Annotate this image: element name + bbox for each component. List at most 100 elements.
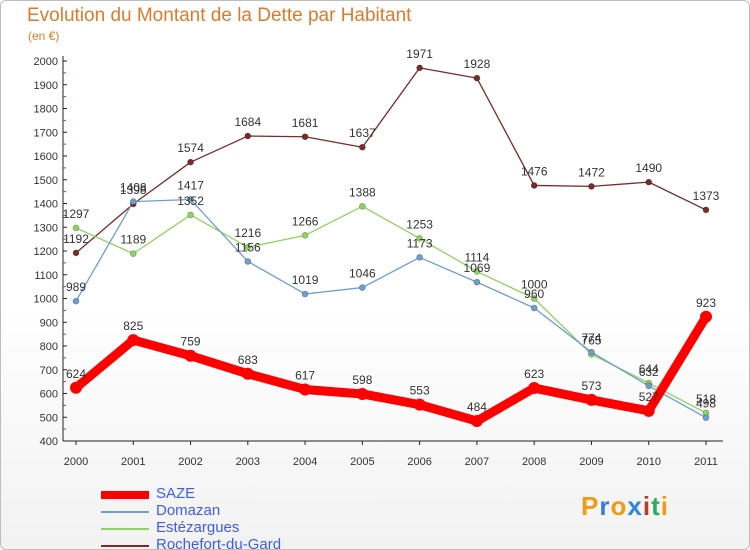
data-label: 484 [467,400,487,414]
data-point [700,310,712,323]
data-label: 1928 [464,57,491,71]
x-tick-label: 2006 [407,456,431,468]
legend-swatch [101,491,149,499]
data-point [244,132,252,140]
data-label: 573 [581,379,601,393]
data-point [702,414,710,422]
y-tick-label: 800 [40,341,58,353]
data-point [645,178,653,186]
data-point [473,74,481,82]
data-label: 1114 [464,250,489,264]
data-label: 598 [352,373,372,387]
x-tick-label: 2004 [293,456,317,468]
x-tick-label: 2000 [64,456,88,468]
y-tick-label: 900 [40,317,58,329]
data-point [301,232,309,239]
y-tick-label: 700 [40,365,58,377]
x-tick-label: 2011 [694,456,718,468]
data-point [413,398,426,411]
data-labels: 1192 1398 1574 1684 1681 1637 1971 1928 1476 1472… [63,47,720,414]
y-tick-label: 1800 [34,104,58,116]
data-point [301,290,309,298]
data-label: 1574 [177,141,204,155]
data-label: 1352 [177,194,204,208]
data-label: 1637 [349,126,376,140]
data-point [530,182,538,189]
data-label: 644 [639,362,659,376]
y-tick-label: 500 [40,412,58,424]
data-point [585,393,598,406]
data-label: 759 [181,335,201,349]
data-point [530,295,538,302]
data-label: 1297 [63,207,90,221]
data-label: 617 [295,368,315,382]
data-point [588,183,595,190]
logo-letter: r [599,491,611,521]
y-tick-label: 1000 [34,294,58,306]
logo-letter: i [642,491,652,521]
data-label: 1192 [63,232,89,246]
x-tick-label: 2005 [350,456,374,468]
data-point [416,64,423,72]
data-label: 1173 [407,236,433,250]
x-tick-label: 2007 [465,456,489,468]
y-tick-label: 1600 [34,151,58,163]
data-point [645,382,653,390]
data-label: 1971 [406,47,433,61]
data-point [470,415,483,428]
data-point [530,304,538,312]
logo-letter: i [660,491,669,521]
legend-swatch [101,528,149,530]
axes: 400 500 600 700 800 900 1000 1100 1200 1300 1400 15… [34,56,723,468]
y-tick-label: 1500 [34,175,58,187]
data-point [416,254,423,261]
data-point [359,203,366,210]
y-tick-label: 2000 [34,56,58,68]
legend-swatch [101,545,149,547]
logo-letter: o [610,491,628,521]
legend-label: Estézargues [156,519,240,536]
y-tick-label: 1900 [34,80,58,92]
data-point [72,249,80,257]
data-point [356,387,369,400]
data-label: 1472 [578,165,605,179]
data-label: 623 [524,367,544,381]
series-points [70,64,712,428]
series-line-0 [71,312,711,426]
data-point [184,349,197,362]
data-label: 624 [66,367,86,381]
y-tick-label: 1400 [34,199,58,211]
data-point [359,284,366,291]
data-label: 683 [238,353,258,367]
data-label: 1000 [521,278,548,292]
y-tick-label: 1300 [34,222,58,234]
data-label: 774 [581,331,601,345]
data-label: 498 [696,397,716,411]
data-label: 632 [639,365,659,379]
data-label: 1388 [349,185,376,199]
data-point [187,196,194,203]
data-point [528,382,541,395]
data-point [244,243,252,251]
data-label: 1266 [292,214,319,228]
data-label: 825 [123,319,143,333]
x-tick-label: 2008 [522,456,546,468]
data-point [72,224,80,232]
data-point [299,383,312,396]
data-point [642,404,655,417]
series-line-2 [75,205,707,414]
data-label: 518 [696,392,716,406]
data-point [473,268,481,275]
data-label: 1476 [521,164,548,178]
data-label: 1490 [635,161,662,175]
data-point [416,235,423,242]
data-point [702,206,710,214]
data-label: 1681 [292,116,319,130]
data-label: 527 [639,390,659,404]
x-tick-label: 2001 [121,456,145,468]
data-label: 1216 [234,226,261,240]
data-label: 1019 [292,273,319,287]
logo-letter: x [627,491,643,521]
x-tick-label: 2010 [636,456,660,468]
logo-letter: P [581,491,600,521]
